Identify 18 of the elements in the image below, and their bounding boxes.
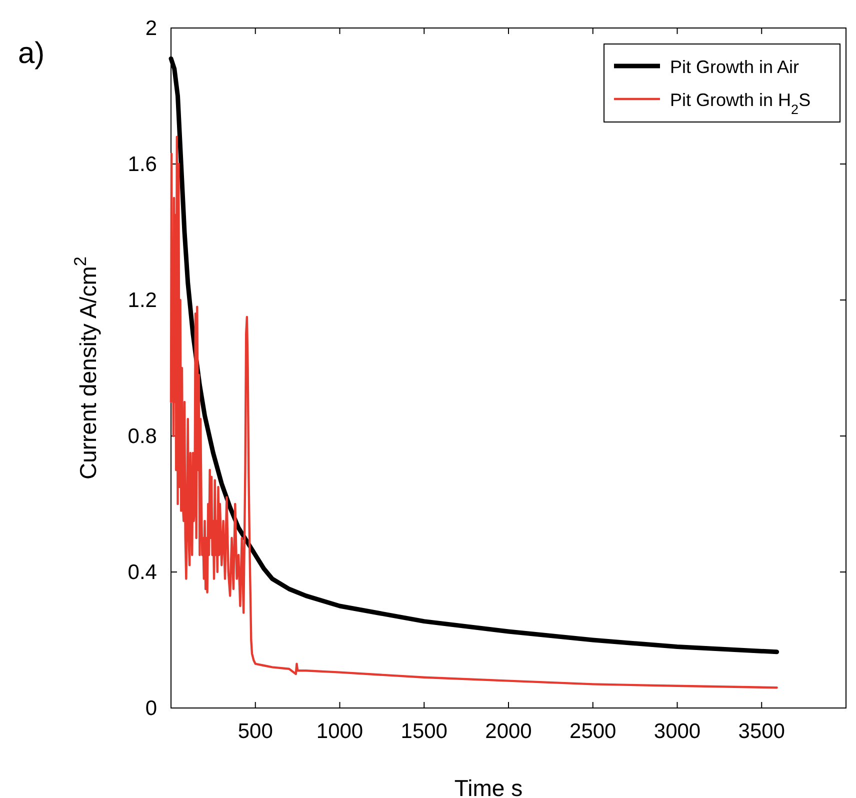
x-tick-label: 3000 [654,720,701,743]
x-tick-label: 2000 [485,720,532,743]
y-tick-label: 2 [145,17,157,40]
x-tick-label: 1500 [400,720,448,743]
x-axis-title: Time s [454,775,523,798]
x-tick-label: 1000 [316,720,364,743]
x-tick-label: 3500 [738,720,785,743]
y-tick-label: 0.4 [128,561,158,584]
line-series [170,136,778,689]
x-tick-label: 500 [238,720,273,743]
legend-label: Pit Growth in H$_{2}$S [670,90,811,116]
y-tick-label: 1.6 [128,153,157,176]
y-tick-label: 0 [145,697,157,720]
y-tick-label: 0.8 [128,425,157,448]
x-tick-label: 2500 [570,720,616,743]
legend-label: Pit Growth in Air [670,57,800,77]
y-tick-label: 1.2 [128,289,157,312]
text: a) [18,37,45,70]
